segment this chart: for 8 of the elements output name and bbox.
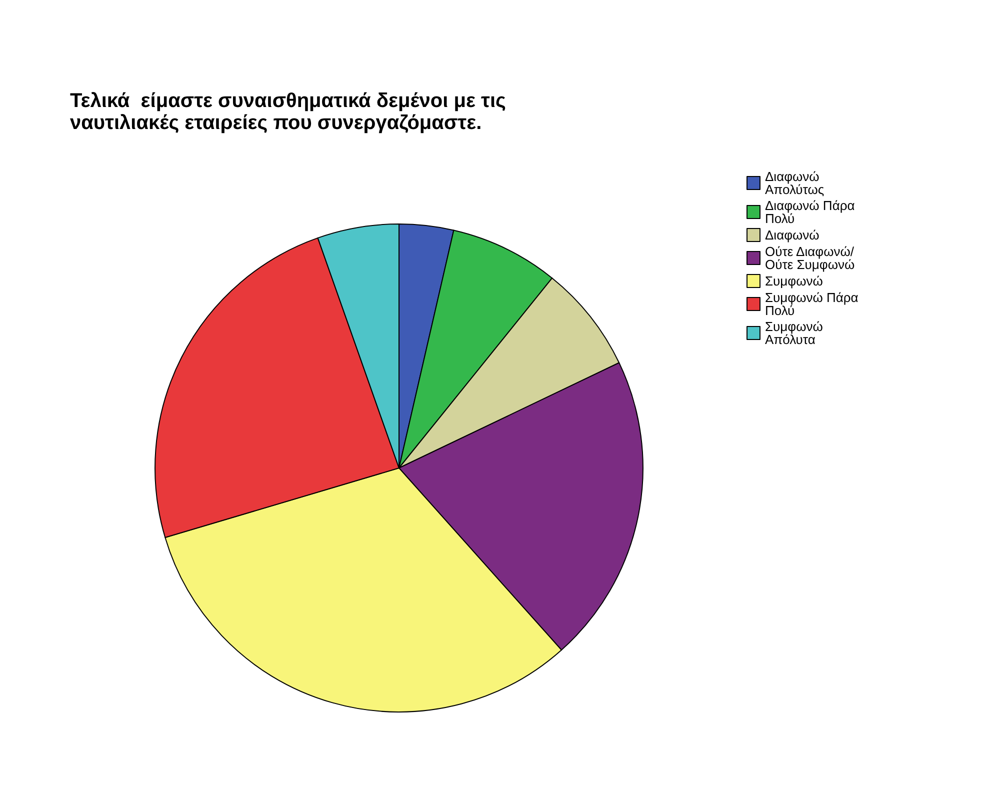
legend-label: Διαφωνώ [765,228,820,242]
legend-label: Ούτε Διαφωνώ/ Ούτε Συμφωνώ [765,244,858,272]
chart-title: Τελικά είμαστε συναισθηματικά δεμένοι με τις ναυτιλιακές εταιρείες που συνεργαζόμαστε. [70,90,512,134]
legend-label: Διαφωνώ Πάρα Πολύ [765,198,858,226]
legend-label: Συμφωνώ Απόλυτα [765,319,826,347]
legend-label: Συμφωνώ Πάρα Πολύ [765,290,862,318]
legend-label: Διαφωνώ Απολύτως [765,169,824,197]
legend-label: Συμφωνώ [765,274,823,288]
